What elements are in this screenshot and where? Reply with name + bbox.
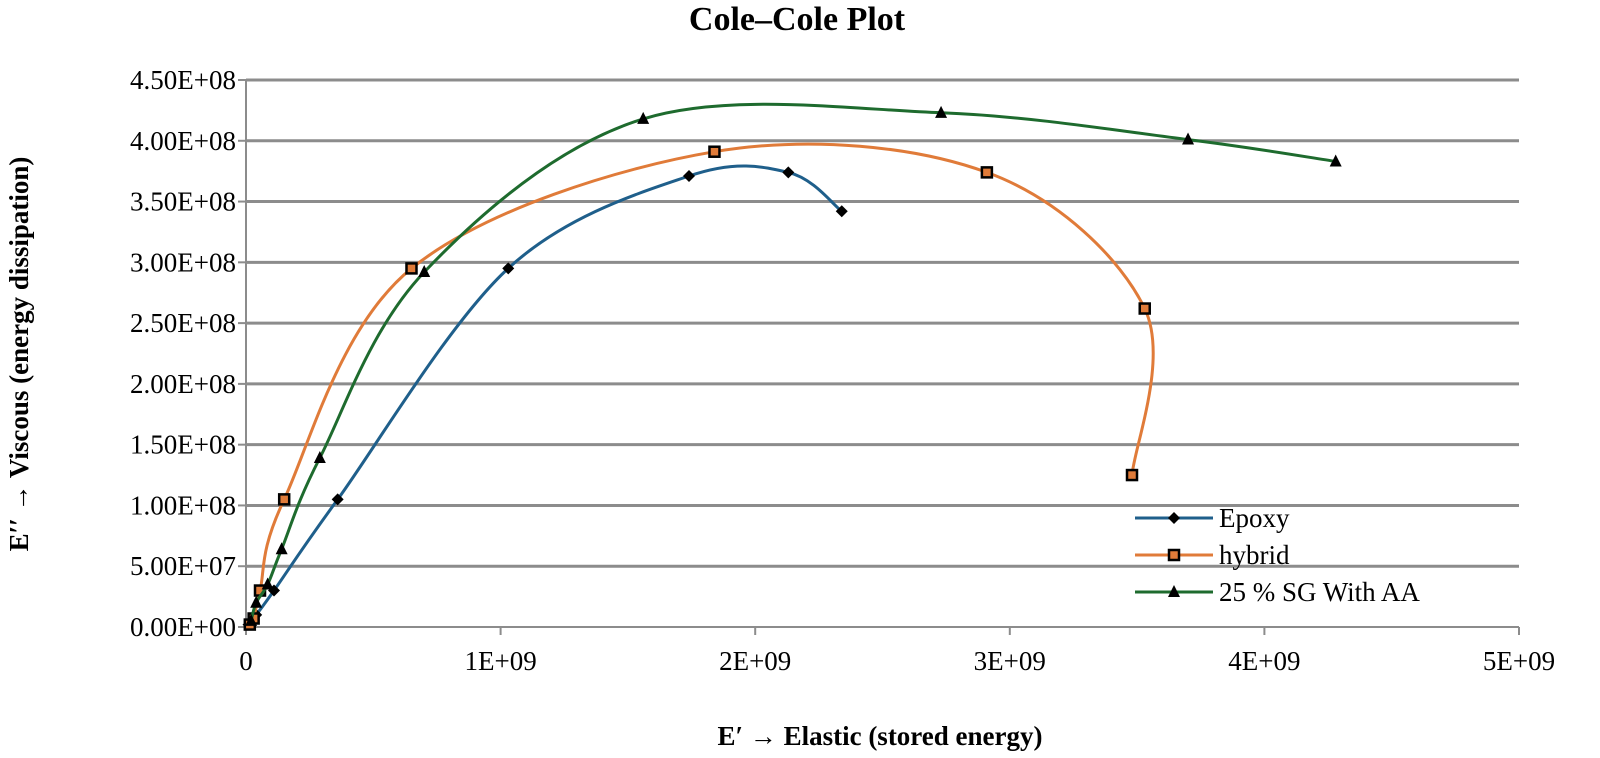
data-point [313,451,326,464]
grid-lines [246,78,1519,568]
legend: Epoxy hybrid 25 % SG With AA [1135,503,1420,607]
data-point [275,542,288,555]
x-tick-label: 1E+09 [464,646,536,676]
data-point [683,170,696,183]
data-point [1138,302,1151,315]
data-point [331,493,344,506]
data-point [277,493,291,506]
y-tick-label: 1.00E+08 [130,490,236,520]
legend-label: hybrid [1219,540,1290,570]
series-1 [243,142,1155,631]
legend-marker [1168,512,1180,524]
x-tick-label: 0 [239,646,253,676]
y-tick-label: 3.50E+08 [130,187,236,217]
data-point [835,205,848,218]
x-tick-label: 3E+09 [974,646,1046,676]
legend-label: 25 % SG With AA [1219,577,1420,607]
axes [238,79,1520,635]
data-point [1182,132,1195,145]
series-2 [245,102,1342,626]
data-point [405,262,418,275]
y-axis-title: E′′ → Viscous (energy dissipation) [4,157,34,552]
series-line [247,164,843,626]
data-point [708,145,721,158]
y-tick-label: 0.00E+00 [130,612,236,642]
y-tick-label: 5.00E+07 [130,551,236,581]
chart-title: Cole–Cole Plot [689,1,906,38]
data-point [980,166,994,179]
data-point [782,166,795,179]
x-tick-label: 5E+09 [1483,646,1555,676]
y-tick-label: 2.00E+08 [130,369,236,399]
data-point [250,595,263,608]
data-point [245,613,258,626]
series-line [249,102,1336,622]
data-point [261,577,274,590]
x-tick-labels: 0 1E+09 2E+09 3E+09 4E+09 5E+09 [239,646,1555,676]
x-tick-label: 4E+09 [1228,646,1300,676]
y-tick-label: 2.50E+08 [130,308,236,338]
x-axis-title: E′ → Elastic (stored energy) [717,721,1042,751]
series-0 [242,164,848,631]
y-tick-label: 3.00E+08 [130,247,236,277]
series-plot-area [242,102,1342,631]
legend-marker [1167,548,1181,562]
data-point [502,262,515,275]
legend-entry: hybrid [1135,540,1290,570]
data-point [1125,468,1139,482]
x-tick-label: 2E+09 [719,646,791,676]
y-tick-label: 1.50E+08 [130,430,236,460]
data-point [1329,154,1342,167]
legend-label: Epoxy [1219,503,1290,533]
legend-entry: Epoxy [1135,503,1290,533]
legend-entry: 25 % SG With AA [1135,577,1420,607]
y-tick-label: 4.00E+08 [130,126,236,156]
y-tick-labels: 0.00E+00 5.00E+07 1.00E+08 1.50E+08 2.00E+08… [130,65,236,642]
data-point [637,111,650,124]
y-tick-label: 4.50E+08 [130,65,236,95]
data-point [418,265,431,278]
legend-marker [1168,585,1180,597]
data-point [935,105,948,118]
